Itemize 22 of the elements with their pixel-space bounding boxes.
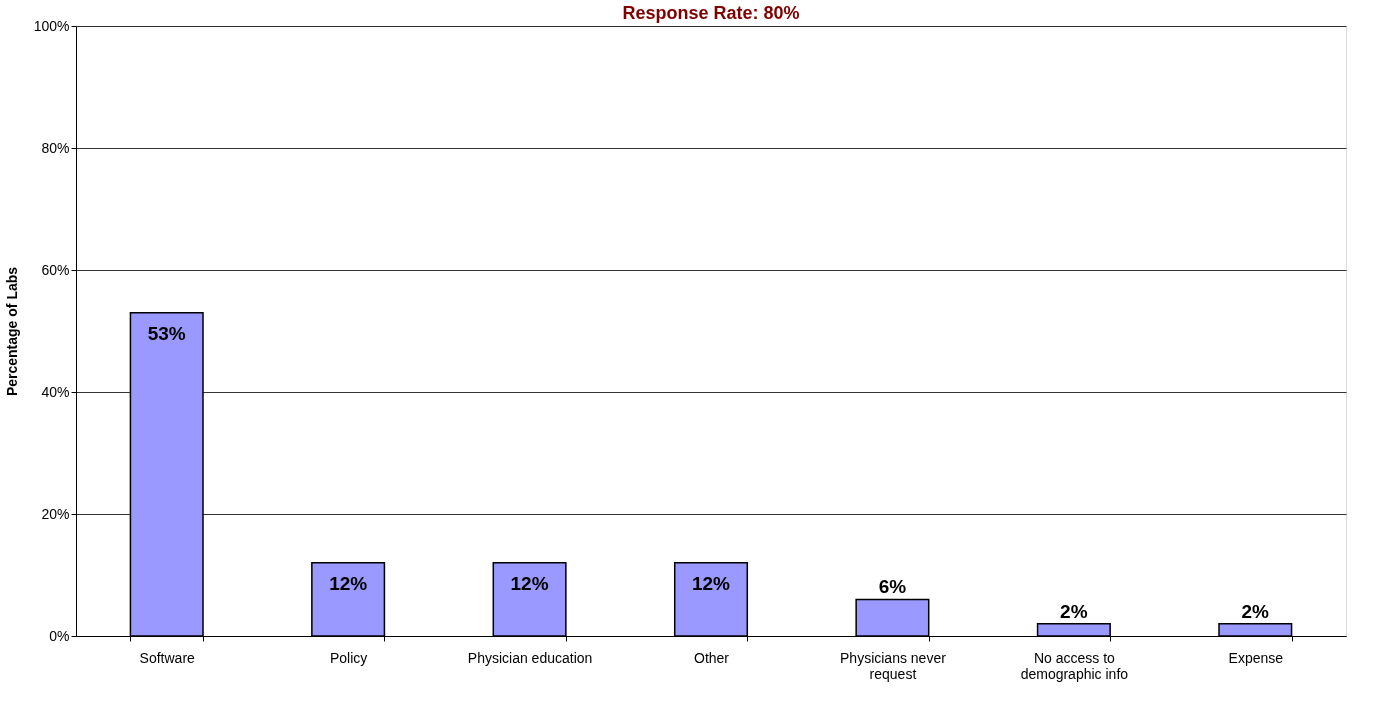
data-label: 12% xyxy=(691,572,731,594)
x-tick-label: Software xyxy=(139,649,196,666)
data-label: 2% xyxy=(1060,600,1088,622)
x-tick-label: Physicians never request xyxy=(840,649,947,682)
chart-title: Response Rate: 80% xyxy=(622,3,800,23)
data-label: 12% xyxy=(329,572,368,594)
x-tick-label: Other xyxy=(693,649,730,666)
x-tick-label: Expense xyxy=(1228,649,1284,666)
y-tick-label: 40% xyxy=(41,383,70,400)
y-tick-label: 80% xyxy=(41,139,70,156)
y-axis-title: Percentage of Labs xyxy=(3,266,20,397)
x-tick-label: No access to demographic info xyxy=(1020,649,1129,682)
data-label: 2% xyxy=(1241,600,1270,622)
y-tick-label: 60% xyxy=(41,261,70,278)
y-tick-label: 0% xyxy=(49,627,70,644)
x-tick-label: Physician education xyxy=(467,649,593,666)
data-label: 6% xyxy=(878,576,907,598)
data-label: 12% xyxy=(510,572,549,594)
data-label: 53% xyxy=(147,322,186,344)
x-tick-label: Policy xyxy=(329,649,368,666)
y-tick-label: 20% xyxy=(41,505,70,522)
y-tick-label: 100% xyxy=(33,17,70,34)
